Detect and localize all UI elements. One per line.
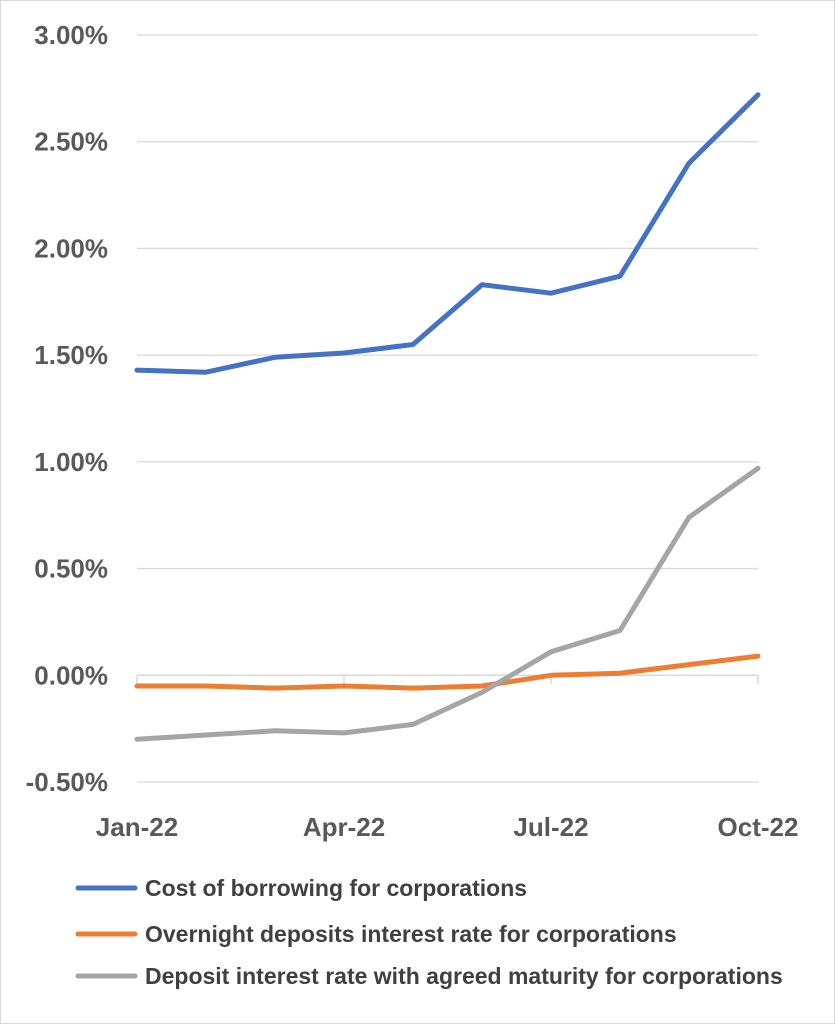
series-lines [134,92,761,742]
x-tick-label: Jan-22 [96,812,178,842]
y-tick-label: 0.50% [34,554,108,584]
series-line-1 [134,92,761,375]
x-axis [136,674,759,685]
series-line-2 [134,653,761,691]
legend-label: Cost of borrowing for corporations [145,875,527,901]
y-tick-label: 3.00% [34,20,108,50]
y-axis-tick-labels: 3.00% 2.50% 2.00% 1.50% 1.00% 0.50% 0.00% -0.50… [26,20,108,797]
y-tick-label: 1.50% [34,340,108,370]
y-tick-label: -0.50% [26,767,108,797]
y-tick-label: 1.00% [34,447,108,477]
legend-label: Overnight deposits interest rate for cor… [145,921,677,947]
legend-label: Deposit interest rate with agreed maturi… [145,963,783,989]
legend: Cost of borrowing for corporations Overni… [75,875,783,989]
x-tick-label: Jul-22 [513,812,588,842]
y-tick-label: 0.00% [34,660,108,690]
gridlines [137,34,758,783]
x-tick-label: Apr-22 [303,812,385,842]
y-tick-label: 2.50% [34,127,108,157]
series-line-3 [134,465,761,742]
y-tick-label: 2.00% [34,233,108,263]
x-tick-label: Oct-22 [718,812,799,842]
x-axis-tick-labels: Jan-22 Apr-22 Jul-22 Oct-22 [96,812,799,842]
